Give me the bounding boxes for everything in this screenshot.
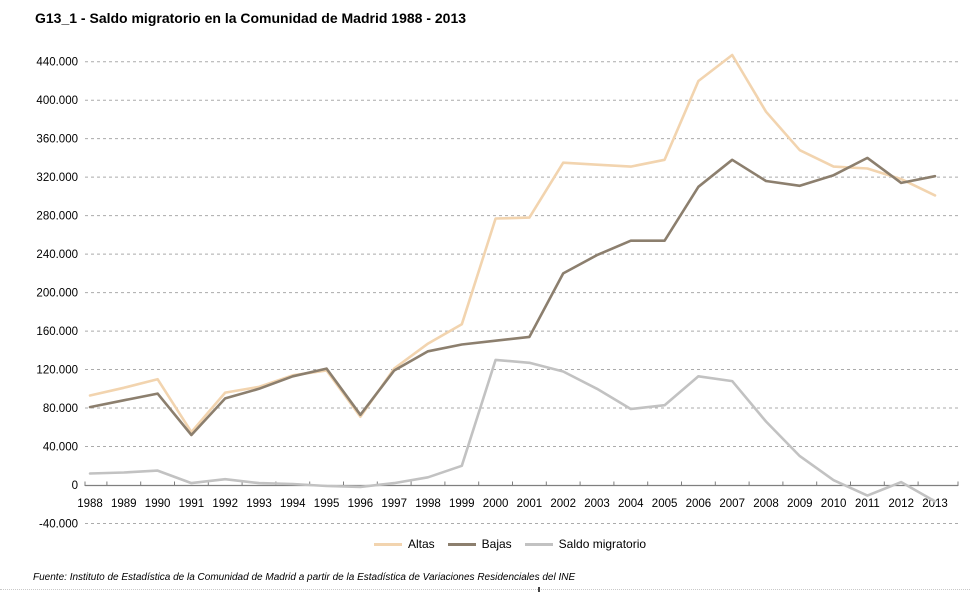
y-axis-tick-label: 280.000 xyxy=(36,211,78,223)
source-note: Fuente: Instituto de Estadística de la C… xyxy=(33,572,576,583)
chart-title: G13_1 - Saldo migratorio en la Comunidad… xyxy=(35,10,467,26)
y-axis-tick-label: 320.000 xyxy=(36,172,78,184)
legend-label: Saldo migratorio xyxy=(558,537,647,551)
x-axis-tick-label: 1990 xyxy=(145,498,171,510)
legend-line-swatch xyxy=(524,542,553,546)
y-axis-tick-label: 360.000 xyxy=(36,134,78,146)
x-axis-tick-label: 2003 xyxy=(584,498,610,510)
x-axis-tick-label: 2008 xyxy=(753,498,779,510)
x-axis-tick-label: 2012 xyxy=(888,498,914,510)
legend-line-swatch xyxy=(373,542,402,546)
x-axis-tick-label: 1992 xyxy=(212,498,238,510)
x-axis-tick-label: 2000 xyxy=(483,498,509,510)
y-axis-tick-label: 400.000 xyxy=(36,95,78,107)
x-axis-tick-label: 1989 xyxy=(111,498,137,510)
x-axis-tick-label: 2005 xyxy=(652,498,678,510)
legend-line-swatch xyxy=(447,542,476,546)
x-axis-tick-label: 2009 xyxy=(787,498,813,510)
bottom-divider xyxy=(0,589,970,590)
x-axis-tick-label: 2002 xyxy=(550,498,576,510)
series-line-altas xyxy=(88,53,937,434)
y-axis-tick-label: 120.000 xyxy=(36,365,78,377)
series-line-saldo-migratorio xyxy=(88,358,937,503)
x-axis-tick-label: 2001 xyxy=(517,498,543,510)
y-axis-tick-label: 80.000 xyxy=(43,403,78,415)
x-axis-tick-label: 1999 xyxy=(449,498,475,510)
x-axis-tick-label: 2006 xyxy=(686,498,712,510)
y-axis-tick-label: 200.000 xyxy=(36,288,78,300)
y-axis-tick-label: 40.000 xyxy=(43,442,78,454)
page-break-mark-icon xyxy=(538,587,540,592)
y-axis-tick-label: 0 xyxy=(72,480,78,492)
x-axis-tick-label: 2013 xyxy=(922,498,948,510)
legend-item: Altas xyxy=(373,537,435,551)
x-axis-tick-label: 1988 xyxy=(77,498,103,510)
y-axis-tick-label: 240.000 xyxy=(36,249,78,261)
x-axis-tick-label: 2007 xyxy=(719,498,745,510)
x-axis-tick-label: 1994 xyxy=(280,498,306,510)
x-axis-tick-label: 2004 xyxy=(618,498,644,510)
y-axis-tick-label: 160.000 xyxy=(36,326,78,338)
legend: Altas Bajas Saldo migratorio xyxy=(0,537,970,551)
line-chart: 440.000 400.000 360.000 320.000 280.000 240.0… xyxy=(36,53,959,530)
x-axis-tick-label: 1997 xyxy=(381,498,407,510)
x-axis-tick-label: 1998 xyxy=(415,498,441,510)
x-axis-tick-label: 2010 xyxy=(821,498,847,510)
series-line-bajas xyxy=(88,156,937,437)
legend-item: Saldo migratorio xyxy=(524,537,647,551)
y-axis-tick-label: 440.000 xyxy=(36,57,78,69)
y-axis-tick-label: -40.000 xyxy=(39,518,78,530)
x-axis-tick-label: 1996 xyxy=(348,498,374,510)
legend-label: Altas xyxy=(407,537,435,551)
x-axis-tick-label: 2011 xyxy=(855,498,880,510)
legend-item: Bajas xyxy=(447,537,512,551)
x-axis-tick-label: 1995 xyxy=(314,498,340,510)
x-axis-tick-label: 1993 xyxy=(246,498,272,510)
x-axis-tick-label: 1991 xyxy=(179,498,205,510)
legend-label: Bajas xyxy=(481,537,512,551)
